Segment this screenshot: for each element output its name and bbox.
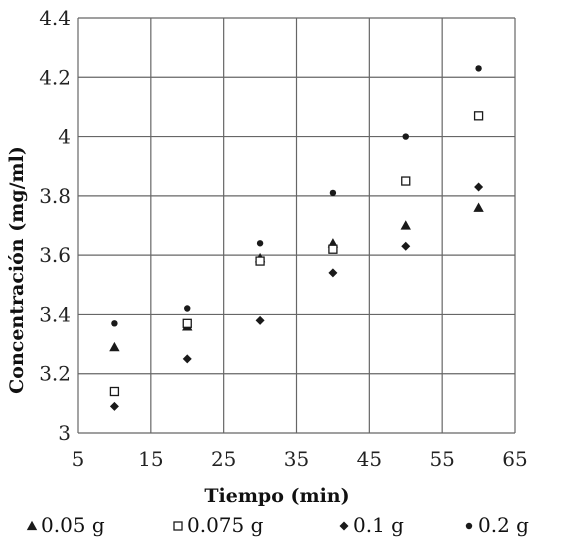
y-tick-labels: 3 3.2 3.4 3.6 3.8 4 4.2 4.4 <box>39 6 71 445</box>
series-open-square <box>109 111 484 397</box>
legend-item: 0.05 g <box>26 513 105 537</box>
legend-label: 0.05 g <box>41 513 105 537</box>
data-point-open-square <box>109 386 120 397</box>
data-point-open-square <box>401 176 411 186</box>
y-tick-label: 4 <box>58 125 71 149</box>
y-tick-label: 3.4 <box>39 302 71 326</box>
y-tick-label: 3 <box>58 421 71 445</box>
x-tick-label: 35 <box>284 447 309 471</box>
data-point-diamond <box>182 354 192 364</box>
data-point-circle <box>329 189 337 197</box>
legend-item: 0.1 g <box>339 513 404 537</box>
x-tick-label: 15 <box>138 447 163 471</box>
data-point-open-square <box>255 256 265 266</box>
y-axis-title: Concentración (mg/ml) <box>6 146 28 394</box>
data-point-open-square <box>473 111 484 121</box>
x-tick-labels: 5 15 25 35 45 55 65 <box>72 447 528 471</box>
legend-label: 0.075 g <box>187 513 264 537</box>
data-point-triangle <box>473 202 484 212</box>
legend-marker-circle <box>465 522 473 530</box>
y-tick-label: 3.8 <box>39 184 71 208</box>
legend-item: 0.2 g <box>465 513 529 537</box>
legend-marker-diamond <box>339 521 349 531</box>
data-point-triangle <box>109 341 120 352</box>
legend-item: 0.075 g <box>173 513 264 537</box>
data-point-circle <box>111 320 118 327</box>
data-point-diamond <box>255 315 265 325</box>
legend-label: 0.1 g <box>353 513 404 537</box>
legend: 0.05 g 0.075 g 0.1 g 0.2 g <box>26 513 529 537</box>
legend-marker-triangle <box>26 520 38 531</box>
x-tick-label: 45 <box>357 447 382 471</box>
x-tick-label: 25 <box>211 447 236 471</box>
data-point-diamond <box>328 268 338 278</box>
data-point-diamond <box>109 401 119 411</box>
data-point-circle <box>475 65 482 72</box>
legend-marker-open-square <box>173 521 183 531</box>
x-tick-label: 65 <box>502 447 527 471</box>
data-point-diamond <box>401 241 411 251</box>
data-point-open-square <box>182 318 192 328</box>
series-diamond <box>109 182 484 411</box>
grid-lines <box>77 17 516 434</box>
x-tick-label: 55 <box>429 447 454 471</box>
data-point-diamond <box>474 182 484 192</box>
series-circle <box>111 65 482 327</box>
legend-label: 0.2 g <box>478 513 529 537</box>
data-point-circle <box>402 133 409 140</box>
data-point-triangle <box>400 220 411 230</box>
y-tick-label: 3.2 <box>39 362 71 386</box>
x-axis-title: Tiempo (min) <box>204 485 349 507</box>
data-point-circle <box>256 240 264 247</box>
x-tick-label: 5 <box>72 447 85 471</box>
y-tick-label: 4.2 <box>39 65 71 89</box>
y-tick-label: 3.6 <box>39 243 71 267</box>
data-points <box>109 65 484 411</box>
y-tick-label: 4.4 <box>39 6 71 30</box>
data-point-circle <box>184 305 191 312</box>
data-point-open-square <box>328 244 338 254</box>
